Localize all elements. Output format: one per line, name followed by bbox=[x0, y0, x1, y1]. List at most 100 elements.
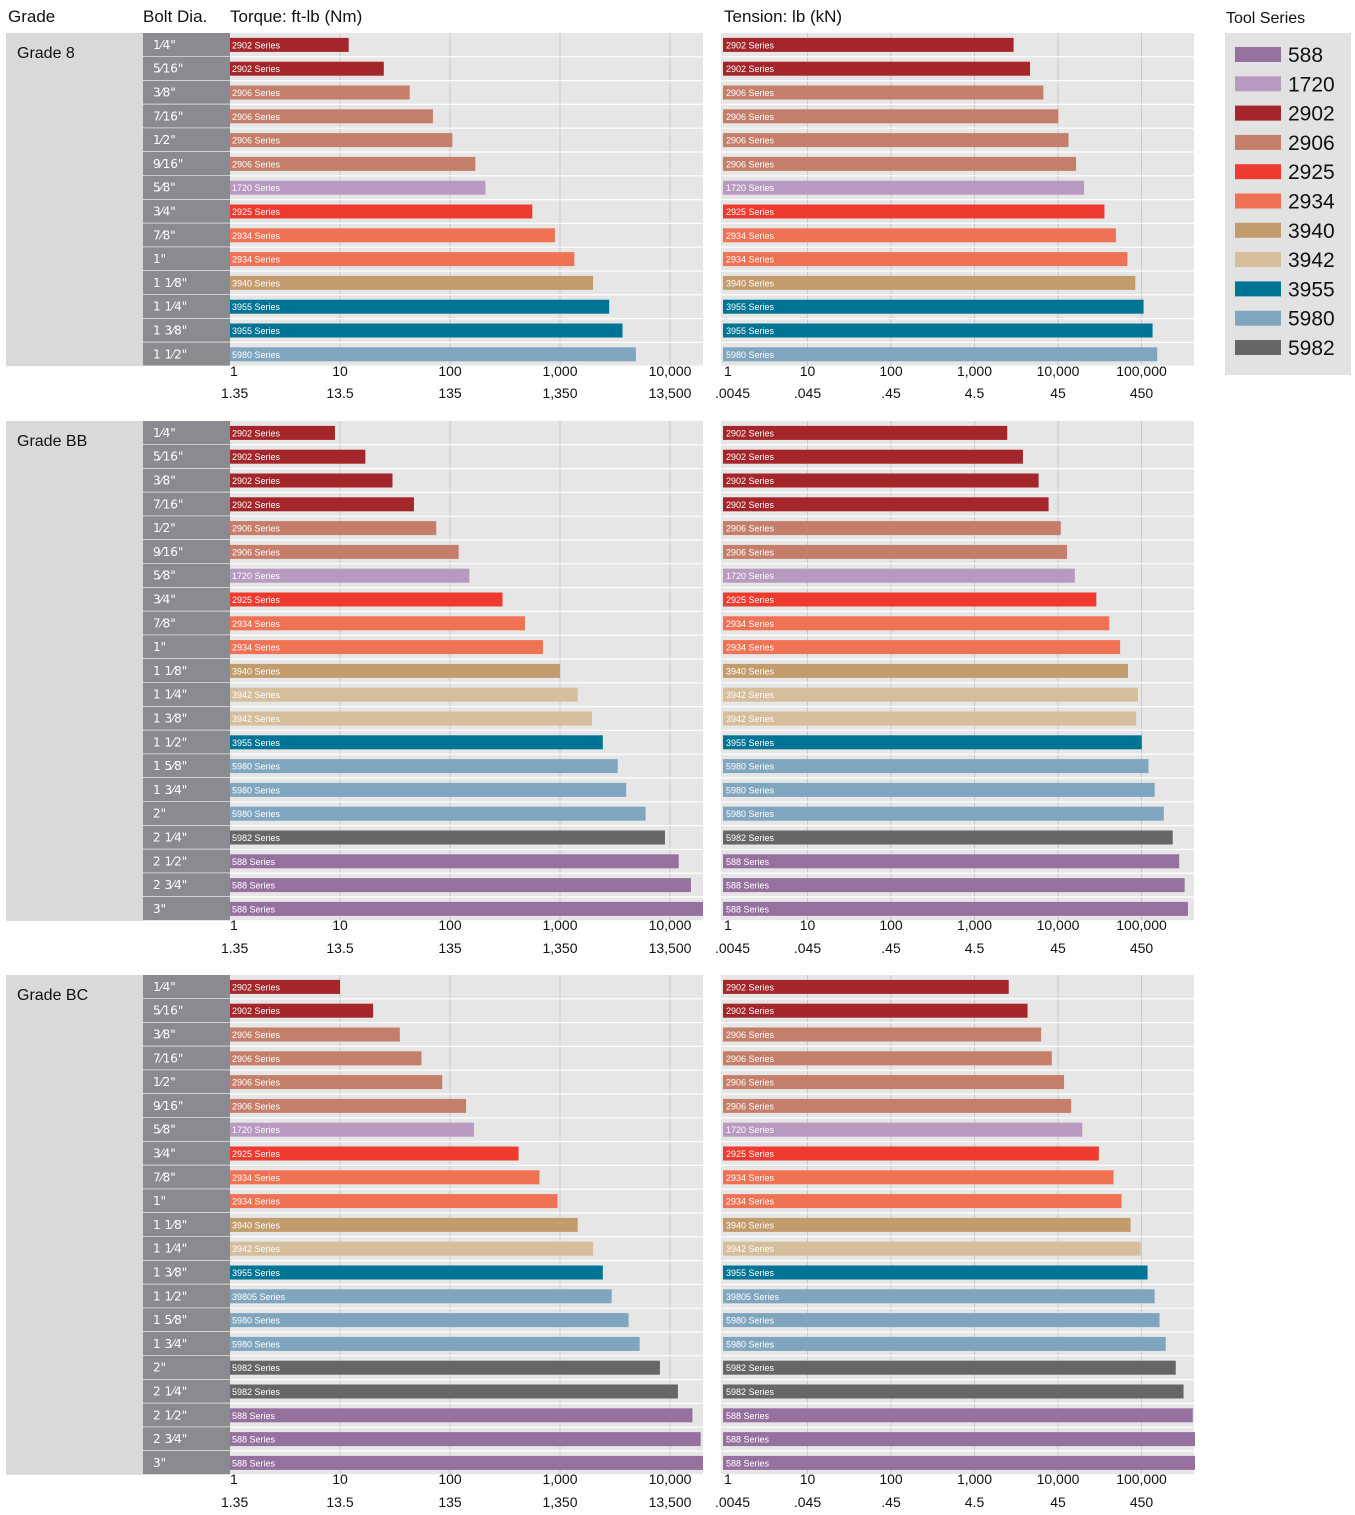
tension-bar bbox=[723, 711, 1137, 726]
bolt-dia-cell bbox=[143, 1403, 230, 1428]
tension-bar-label: 2906 Series bbox=[726, 524, 775, 534]
bolt-dia-label: 7⁄16" bbox=[153, 109, 183, 123]
torque-bar bbox=[230, 347, 636, 362]
bolt-dia-label: 1 1⁄8" bbox=[153, 1218, 187, 1232]
legend-swatch bbox=[1235, 164, 1281, 180]
header-tension: Tension: lb (kN) bbox=[724, 7, 842, 26]
bolt-dia-cell bbox=[143, 247, 230, 271]
header-grade: Grade bbox=[8, 7, 55, 26]
tension-bar-label: 5982 Series bbox=[726, 1363, 775, 1373]
bolt-dia-label: 1⁄2" bbox=[153, 133, 176, 147]
tension-bar-label: 5982 Series bbox=[726, 1387, 775, 1397]
bolt-dia-label: 1 1⁄8" bbox=[153, 276, 187, 290]
legend-label: 2906 bbox=[1288, 132, 1335, 155]
torque-bar-label: 5980 Series bbox=[232, 350, 281, 360]
tension-bar-label: 588 Series bbox=[726, 1411, 770, 1421]
torque-bar bbox=[230, 782, 627, 797]
torque-bar-label: 2934 Series bbox=[232, 643, 281, 653]
tension-tick-label: 100,000 bbox=[1116, 917, 1167, 933]
torque-nm-tick-label: 13.5 bbox=[326, 940, 353, 956]
tension-kn-tick-label: 45 bbox=[1050, 940, 1066, 956]
tension-bar-label: 2934 Series bbox=[726, 643, 775, 653]
torque-bar bbox=[230, 1408, 693, 1423]
legend-label: 3955 bbox=[1288, 278, 1335, 301]
bolt-dia-label: 9⁄16" bbox=[153, 1099, 183, 1113]
torque-bar bbox=[230, 979, 340, 994]
torque-bar-label: 2902 Series bbox=[232, 1006, 281, 1016]
torque-bar bbox=[230, 275, 594, 290]
torque-bar bbox=[230, 473, 393, 488]
bolt-dia-label: 1 3⁄4" bbox=[153, 1337, 187, 1351]
bolt-dia-label: 5⁄8" bbox=[153, 181, 176, 195]
torque-tick-label: 10 bbox=[332, 917, 348, 933]
torque-tick-label: 1 bbox=[230, 917, 238, 933]
torque-bar bbox=[230, 1455, 703, 1470]
tension-bar-label: 5980 Series bbox=[726, 762, 775, 772]
legend-label: 2902 bbox=[1288, 103, 1335, 126]
bolt-dia-label: 1 3⁄4" bbox=[153, 783, 187, 797]
torque-bar bbox=[230, 1241, 594, 1256]
torque-bar bbox=[230, 854, 679, 869]
tension-bar-label: 2906 Series bbox=[726, 112, 775, 122]
torque-tick-label: 1 bbox=[230, 1471, 238, 1487]
bolt-dia-cell bbox=[143, 1094, 230, 1118]
torque-bar bbox=[230, 1170, 540, 1185]
bolt-dia-label: 5⁄8" bbox=[153, 569, 176, 583]
tension-bar bbox=[723, 1384, 1184, 1399]
tension-bar bbox=[723, 1265, 1148, 1280]
tension-bar-label: 3955 Series bbox=[726, 1268, 775, 1278]
torque-nm-tick-label: 13,500 bbox=[649, 940, 692, 956]
legend-label: 1720 bbox=[1288, 73, 1335, 96]
bolt-dia-label: 5⁄16" bbox=[153, 1004, 183, 1018]
bolt-dia-cell bbox=[143, 421, 230, 445]
bolt-dia-label: 3" bbox=[153, 902, 166, 916]
bolt-dia-label: 2 1⁄2" bbox=[153, 1408, 187, 1422]
bolt-dia-label: 2" bbox=[153, 807, 166, 821]
bolt-dia-label: 7⁄8" bbox=[153, 616, 176, 630]
torque-bar bbox=[230, 1217, 578, 1232]
tension-kn-tick-label: 45 bbox=[1050, 1494, 1066, 1510]
grade-column bbox=[6, 33, 143, 367]
bolt-dia-cell bbox=[143, 1046, 230, 1071]
tension-bar-label: 2925 Series bbox=[726, 1149, 775, 1159]
tension-bar bbox=[723, 592, 1097, 607]
bolt-dia-label: 7⁄16" bbox=[153, 497, 183, 511]
bolt-dia-label: 1 3⁄8" bbox=[153, 1266, 187, 1280]
torque-tick-label: 10 bbox=[332, 1471, 348, 1487]
legend-label: 2934 bbox=[1288, 191, 1335, 214]
legend-swatch bbox=[1235, 105, 1281, 121]
torque-nm-tick-label: 13.5 bbox=[326, 385, 353, 401]
torque-bar-label: 5982 Series bbox=[232, 1387, 281, 1397]
tension-bar bbox=[723, 687, 1138, 702]
torque-bar bbox=[230, 830, 665, 845]
tension-bar-label: 1720 Series bbox=[726, 1125, 775, 1135]
grade-label: Grade 8 bbox=[17, 45, 75, 62]
tension-bar bbox=[723, 156, 1077, 171]
torque-bar bbox=[230, 1075, 443, 1090]
torque-bar-label: 3955 Series bbox=[232, 302, 281, 312]
torque-tick-label: 10 bbox=[332, 363, 348, 379]
bolt-dia-cell bbox=[143, 152, 230, 176]
tension-bar-label: 2902 Series bbox=[726, 982, 775, 992]
bolt-dia-cell bbox=[143, 1284, 230, 1309]
tension-bar-label: 3955 Series bbox=[726, 738, 775, 748]
tension-tick-label: 100,000 bbox=[1116, 363, 1167, 379]
tension-tick-label: 100 bbox=[879, 1471, 903, 1487]
tension-tick-label: 100,000 bbox=[1116, 1471, 1167, 1487]
tension-bar-label: 3942 Series bbox=[726, 690, 775, 700]
torque-bar-label: 2934 Series bbox=[232, 255, 281, 265]
tension-bar bbox=[723, 544, 1068, 559]
tension-bar bbox=[723, 61, 1031, 76]
torque-bar bbox=[230, 521, 437, 536]
tension-bar bbox=[723, 782, 1155, 797]
tension-bar bbox=[723, 1313, 1160, 1328]
bolt-dia-cell bbox=[143, 1213, 230, 1237]
tension-bar bbox=[723, 1289, 1155, 1304]
torque-bar-label: 2906 Series bbox=[232, 524, 281, 534]
torque-nm-tick-label: 1,350 bbox=[542, 385, 577, 401]
bolt-dia-label: 7⁄8" bbox=[153, 1170, 176, 1184]
torque-tick-label: 10,000 bbox=[649, 917, 692, 933]
bolt-dia-cell bbox=[143, 778, 230, 802]
tension-tick-label: 10,000 bbox=[1037, 363, 1080, 379]
torque-bar bbox=[230, 1384, 678, 1399]
